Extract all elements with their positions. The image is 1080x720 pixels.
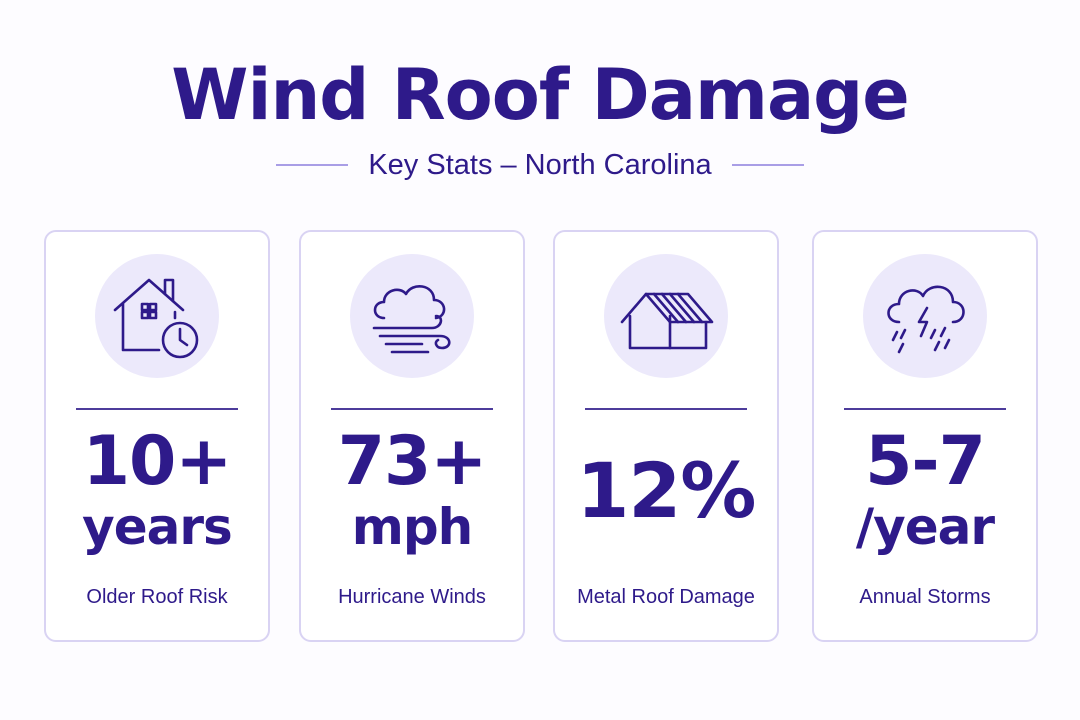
subtitle-row: Key Stats – North Carolina xyxy=(0,140,1080,190)
stat-card-annual-storms: 5-7 /year Annual Storms xyxy=(812,230,1038,642)
stat-card-metal-roof: 12% Metal Roof Damage xyxy=(553,230,779,642)
card-divider xyxy=(585,408,747,410)
page-subtitle: Key Stats – North Carolina xyxy=(368,148,712,181)
stat-unit: mph xyxy=(351,498,474,556)
stat-label: Annual Storms xyxy=(859,586,991,608)
card-divider xyxy=(331,408,493,410)
stat-label: Older Roof Risk xyxy=(86,586,228,608)
stat-value: 12% xyxy=(576,446,757,535)
storm-cloud-icon xyxy=(863,254,987,378)
stat-unit: /year xyxy=(855,498,995,556)
stat-value: 73+ xyxy=(337,422,488,501)
stat-value: 5-7 xyxy=(865,422,986,501)
stat-card-older-roof: 10+ years Older Roof Risk xyxy=(44,230,270,642)
metal-roof-icon xyxy=(604,254,728,378)
stat-card-hurricane-winds: 73+ mph Hurricane Winds xyxy=(299,230,525,642)
house-clock-icon xyxy=(95,254,219,378)
card-divider xyxy=(76,408,238,410)
stat-unit: years xyxy=(82,498,233,556)
stat-value: 10+ xyxy=(82,422,233,501)
subtitle-right-line xyxy=(731,164,804,166)
subtitle-left-line xyxy=(276,164,349,166)
stat-label: Hurricane Winds xyxy=(338,586,486,608)
wind-cloud-icon xyxy=(350,254,474,378)
page-title: Wind Roof Damage xyxy=(171,54,910,136)
card-divider xyxy=(844,408,1006,410)
stat-label: Metal Roof Damage xyxy=(577,586,755,608)
